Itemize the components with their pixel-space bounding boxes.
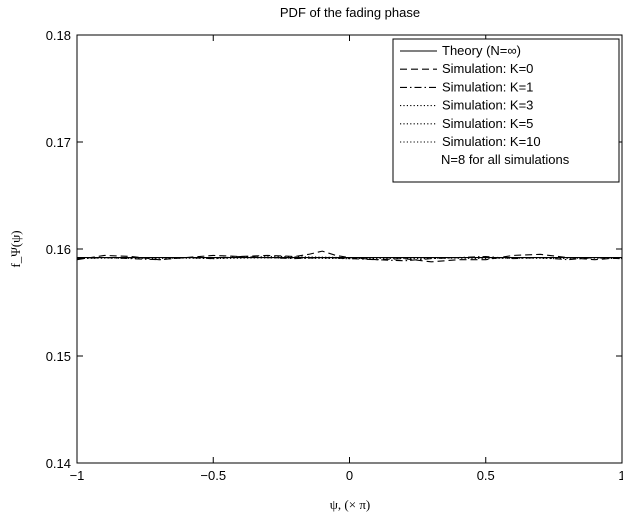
chart-title: PDF of the fading phase: [280, 5, 420, 20]
legend-box: [392, 38, 620, 183]
x-tick-label: −1: [70, 468, 85, 483]
series-line-5: [77, 257, 622, 260]
legend-label-5: Simulation: K=10: [442, 134, 541, 149]
axis-ticks: −1 −0.5 0 0.5 1 0.14 0.15 0.16 0.17 0.18: [46, 28, 623, 483]
x-tick-label: 0.5: [477, 468, 495, 483]
x-tick-label: 1: [618, 468, 623, 483]
legend-label-1: Simulation: K=0: [442, 61, 533, 76]
legend-label-2: Simulation: K=1: [442, 79, 533, 94]
x-tick-label: 0: [346, 468, 353, 483]
legend-label-4: Simulation: K=5: [442, 116, 533, 131]
y-tick-label: 0.18: [46, 28, 71, 43]
legend-note: N=8 for all simulations: [441, 152, 570, 167]
legend: Theory (N=∞) Simulation: K=0 Simulation: K…: [392, 38, 620, 183]
y-tick-label: 0.16: [46, 242, 71, 257]
series-line-2: [76, 255, 623, 262]
legend-label-3: Simulation: K=3: [442, 98, 533, 113]
series-line-3: [76, 255, 623, 260]
y-tick-label: 0.15: [46, 349, 71, 364]
series-layer: [76, 250, 623, 263]
legend-label-0: Theory (N=∞): [442, 43, 521, 58]
series-line-1: [76, 250, 623, 263]
y-tick-label: 0.14: [46, 456, 71, 471]
x-axis-label: ψ, (× π): [330, 497, 370, 512]
x-tick-label: −0.5: [200, 468, 226, 483]
y-axis-label: f_Ψ(ψ): [8, 230, 23, 267]
y-tick-label: 0.17: [46, 135, 71, 150]
